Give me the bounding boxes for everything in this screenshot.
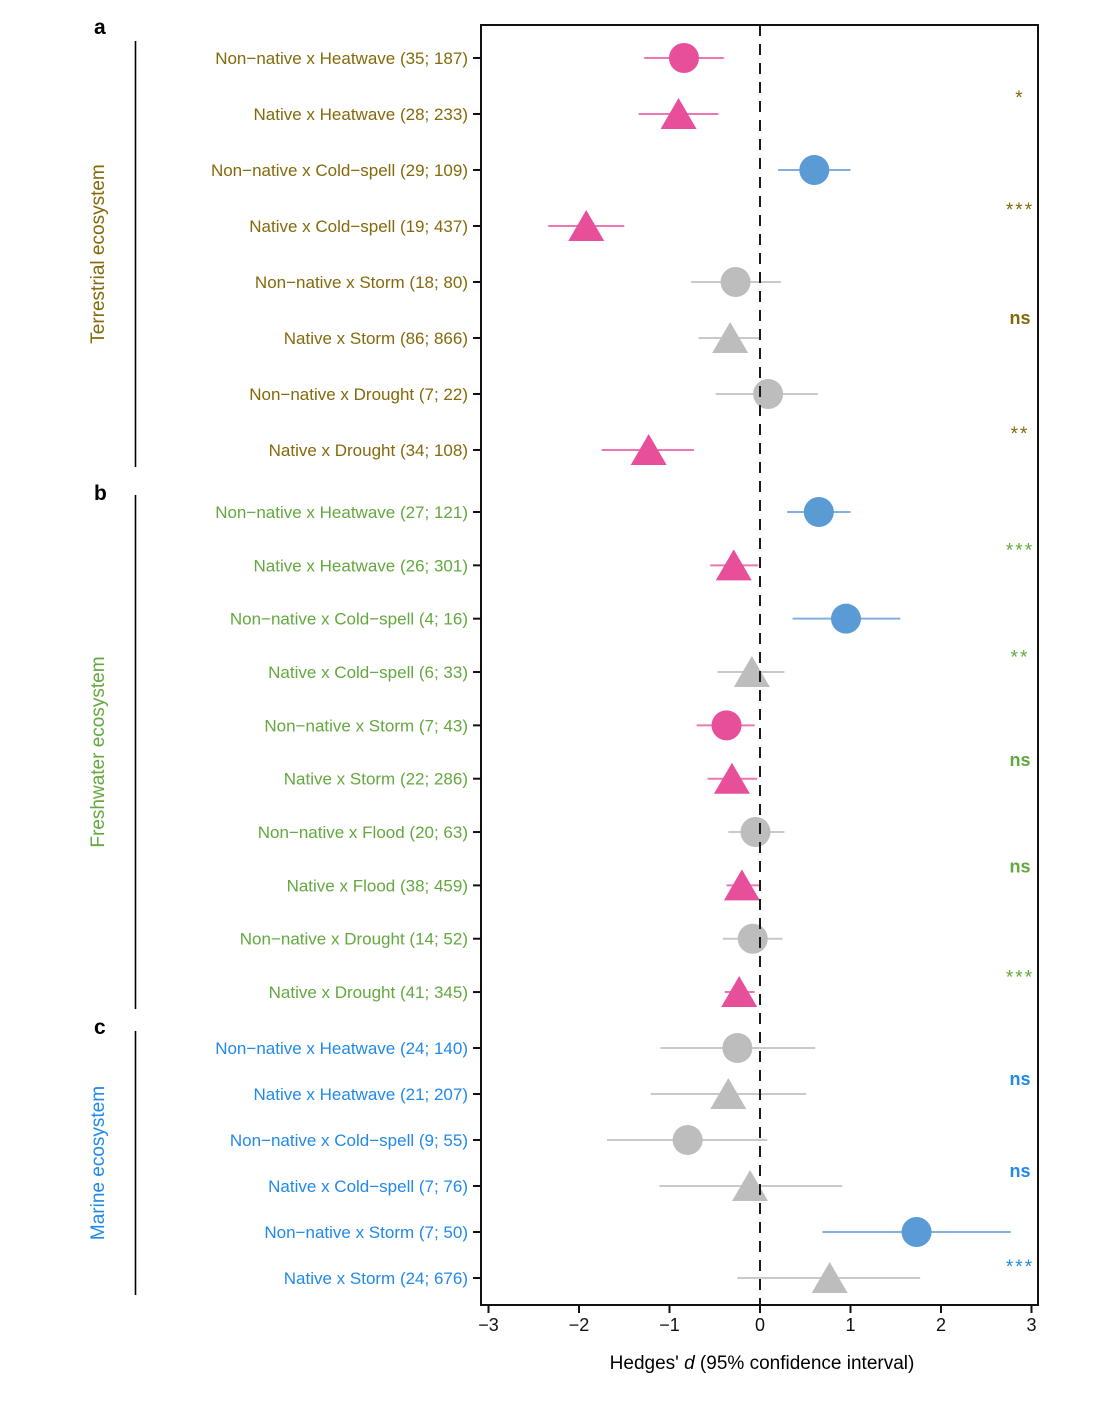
significance-label: ns (1009, 1161, 1030, 1181)
x-axis-tick-label: 0 (755, 1315, 765, 1335)
significance-label: *** (1006, 200, 1034, 221)
row-label: Non−native x Heatwave (27; 121) (215, 503, 468, 522)
significance-label: ns (1009, 750, 1030, 770)
x-axis-tick-label: −1 (659, 1315, 680, 1335)
row-label: Non−native x Cold−spell (4; 16) (230, 610, 468, 629)
row-label: Native x Heatwave (21; 207) (254, 1085, 469, 1104)
point-marker-circle (672, 1125, 703, 1155)
ecosystem-label: Freshwater ecosystem (88, 656, 109, 847)
row-label: Native x Drought (41; 345) (269, 983, 468, 1002)
point-marker-triangle (710, 1078, 747, 1109)
significance-label: ns (1009, 1069, 1030, 1089)
panel-letter: b (94, 482, 107, 505)
row-label: Native x Cold−spell (19; 437) (249, 217, 468, 236)
row-label: Non−native x Storm (7; 50) (264, 1223, 468, 1242)
row-label: Native x Storm (22; 286) (284, 770, 468, 789)
panel-letter: a (94, 16, 106, 39)
point-marker-triangle (660, 98, 697, 129)
point-marker-circle (901, 1217, 932, 1247)
row-label: Native x Flood (38; 459) (287, 876, 468, 895)
point-marker-circle (668, 43, 699, 73)
significance-label: *** (1006, 1257, 1034, 1278)
significance-label: ** (1011, 647, 1030, 668)
x-axis-tick-label: 1 (845, 1315, 855, 1335)
row-label: Native x Heatwave (26; 301) (254, 556, 469, 575)
significance-label: ns (1009, 308, 1030, 328)
point-marker-triangle (721, 976, 758, 1008)
row-label: Non−native x Storm (18; 80) (255, 273, 468, 292)
point-marker-triangle (715, 549, 752, 581)
point-marker-circle (737, 923, 768, 954)
significance-label: * (1015, 88, 1024, 109)
row-label: Non−native x Storm (7; 43) (264, 716, 468, 735)
point-marker-circle (799, 155, 830, 185)
row-label: Non−native x Heatwave (35; 187) (215, 49, 468, 68)
point-marker-triangle (630, 434, 667, 465)
point-marker-triangle (713, 762, 750, 794)
row-label: Non−native x Cold−spell (9; 55) (230, 1131, 468, 1150)
significance-label: ns (1009, 857, 1030, 877)
significance-label: *** (1006, 967, 1034, 988)
point-marker-circle (720, 267, 751, 297)
row-label: Native x Storm (24; 676) (284, 1269, 468, 1288)
point-marker-triangle (811, 1262, 848, 1293)
row-label: Native x Cold−spell (6; 33) (268, 663, 468, 682)
row-label: Native x Drought (34; 108) (269, 441, 468, 460)
x-axis-tick-label: −2 (569, 1315, 590, 1335)
point-marker-circle (803, 497, 834, 527)
significance-label: *** (1006, 541, 1034, 562)
point-marker-circle (722, 1033, 753, 1063)
point-marker-circle (830, 603, 861, 634)
point-marker-triangle (712, 322, 749, 353)
ecosystem-label: Marine ecosystem (88, 1086, 109, 1240)
row-label: Non−native x Cold−spell (29; 109) (211, 161, 468, 180)
row-label: Non−native x Drought (7; 22) (249, 385, 468, 404)
point-marker-triangle (723, 869, 760, 901)
significance-label: ** (1011, 424, 1030, 445)
row-label: Non−native x Drought (14; 52) (240, 930, 468, 949)
point-marker-triangle (568, 210, 605, 241)
panel-letter: c (94, 1016, 106, 1039)
x-axis-title: Hedges' d (95% confidence interval) (610, 1353, 915, 1374)
point-marker-circle (711, 710, 742, 741)
row-label: Native x Cold−spell (7; 76) (268, 1177, 468, 1196)
ecosystem-label: Terrestrial ecosystem (88, 164, 109, 344)
point-marker-circle (753, 379, 784, 409)
x-axis-tick-label: −3 (478, 1315, 499, 1335)
row-label: Native x Heatwave (28; 233) (254, 105, 469, 124)
row-label: Non−native x Flood (20; 63) (258, 823, 468, 842)
x-axis-tick-label: 2 (936, 1315, 946, 1335)
row-label: Native x Storm (86; 866) (284, 329, 468, 348)
row-label: Non−native x Heatwave (24; 140) (215, 1039, 468, 1058)
point-marker-circle (740, 817, 771, 848)
x-axis-tick-label: 3 (1026, 1315, 1036, 1335)
